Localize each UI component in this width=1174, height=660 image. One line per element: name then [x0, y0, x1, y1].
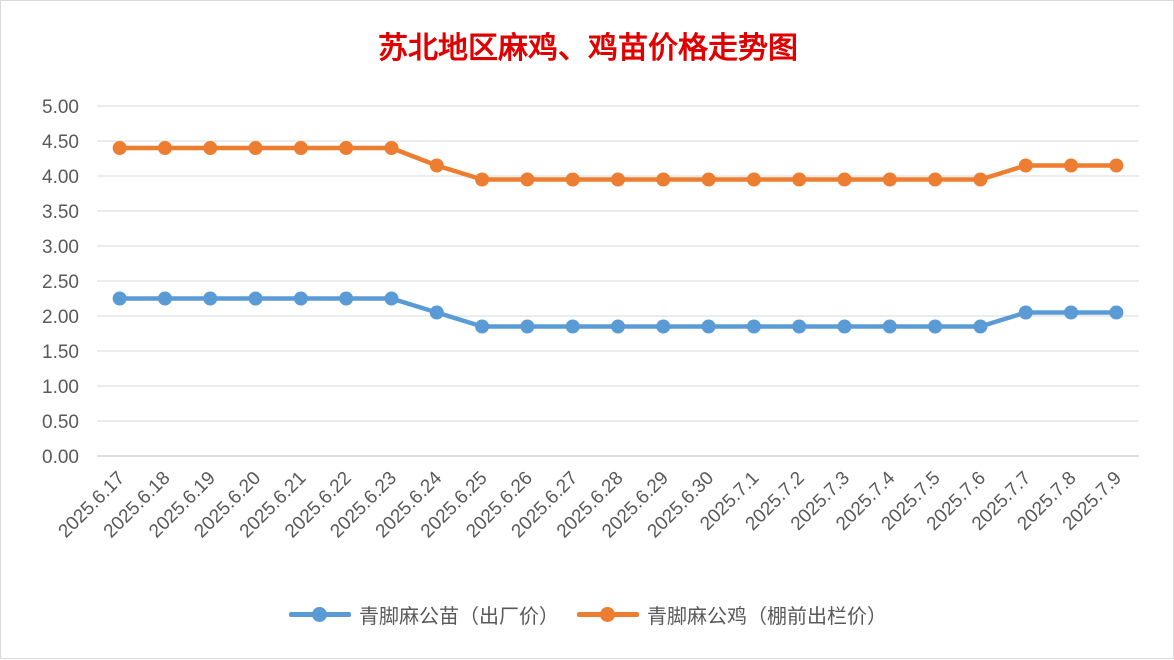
data-point — [611, 319, 625, 334]
y-tick-label: 1.50 — [42, 342, 79, 363]
data-point — [520, 172, 535, 187]
data-point — [384, 141, 399, 155]
legend-item-series-1: 青脚麻公苗（出厂价） — [289, 599, 559, 629]
data-point — [928, 172, 943, 187]
data-point — [429, 158, 444, 173]
chart-title: 苏北地区麻鸡、鸡苗价格走势图 — [378, 31, 798, 66]
data-point — [112, 141, 127, 155]
data-point — [792, 319, 807, 334]
data-point — [248, 291, 263, 306]
data-point — [656, 172, 671, 187]
data-point — [475, 319, 490, 334]
data-point — [157, 291, 172, 306]
y-tick-label: 5.00 — [42, 97, 79, 118]
legend: 青脚麻公苗（出厂价） 青脚麻公鸡（棚前出栏价） — [1, 599, 1174, 629]
data-point — [384, 291, 399, 306]
data-point — [792, 172, 807, 187]
data-point — [746, 172, 761, 187]
data-point — [293, 141, 308, 155]
data-point — [1018, 305, 1033, 320]
data-point — [928, 319, 943, 334]
y-tick-label: 1.00 — [42, 377, 79, 398]
data-point — [112, 291, 127, 306]
data-point — [339, 141, 354, 155]
data-point — [973, 172, 988, 187]
y-tick-label: 0.00 — [42, 447, 79, 468]
data-point — [475, 172, 490, 187]
data-point — [1064, 158, 1079, 173]
y-tick-label: 4.00 — [42, 167, 79, 188]
data-point — [429, 305, 444, 320]
data-point — [1109, 305, 1124, 320]
data-point — [293, 291, 308, 306]
data-point — [203, 291, 218, 306]
legend-swatch-series-1 — [289, 599, 351, 629]
y-tick-label: 2.00 — [42, 307, 79, 328]
legend-item-series-2: 青脚麻公鸡（棚前出栏价） — [577, 599, 887, 629]
legend-label-series-1: 青脚麻公苗（出厂价） — [359, 603, 559, 628]
data-point — [248, 141, 263, 155]
y-tick-label: 3.50 — [42, 202, 79, 223]
data-point — [565, 319, 580, 334]
data-point — [565, 172, 580, 187]
data-point — [701, 172, 716, 187]
y-tick-label: 2.50 — [42, 272, 79, 293]
data-point — [203, 141, 218, 155]
y-tick-label: 4.50 — [42, 132, 79, 153]
y-tick-label: 3.00 — [42, 237, 79, 258]
data-point — [746, 319, 761, 334]
data-point — [1109, 158, 1124, 173]
data-point — [837, 319, 852, 334]
y-tick-label: 0.50 — [42, 412, 79, 433]
data-point — [701, 319, 716, 334]
data-point — [882, 319, 897, 334]
data-point — [611, 172, 625, 187]
data-point — [656, 319, 671, 334]
data-point — [1064, 305, 1079, 320]
data-point — [973, 319, 988, 334]
data-point — [1018, 158, 1033, 173]
data-point — [157, 141, 172, 155]
data-point — [339, 291, 354, 306]
legend-label-series-2: 青脚麻公鸡（棚前出栏价） — [647, 603, 887, 628]
data-point — [882, 172, 897, 187]
legend-swatch-series-2 — [577, 599, 639, 629]
data-point — [520, 319, 535, 334]
data-point — [837, 172, 852, 187]
